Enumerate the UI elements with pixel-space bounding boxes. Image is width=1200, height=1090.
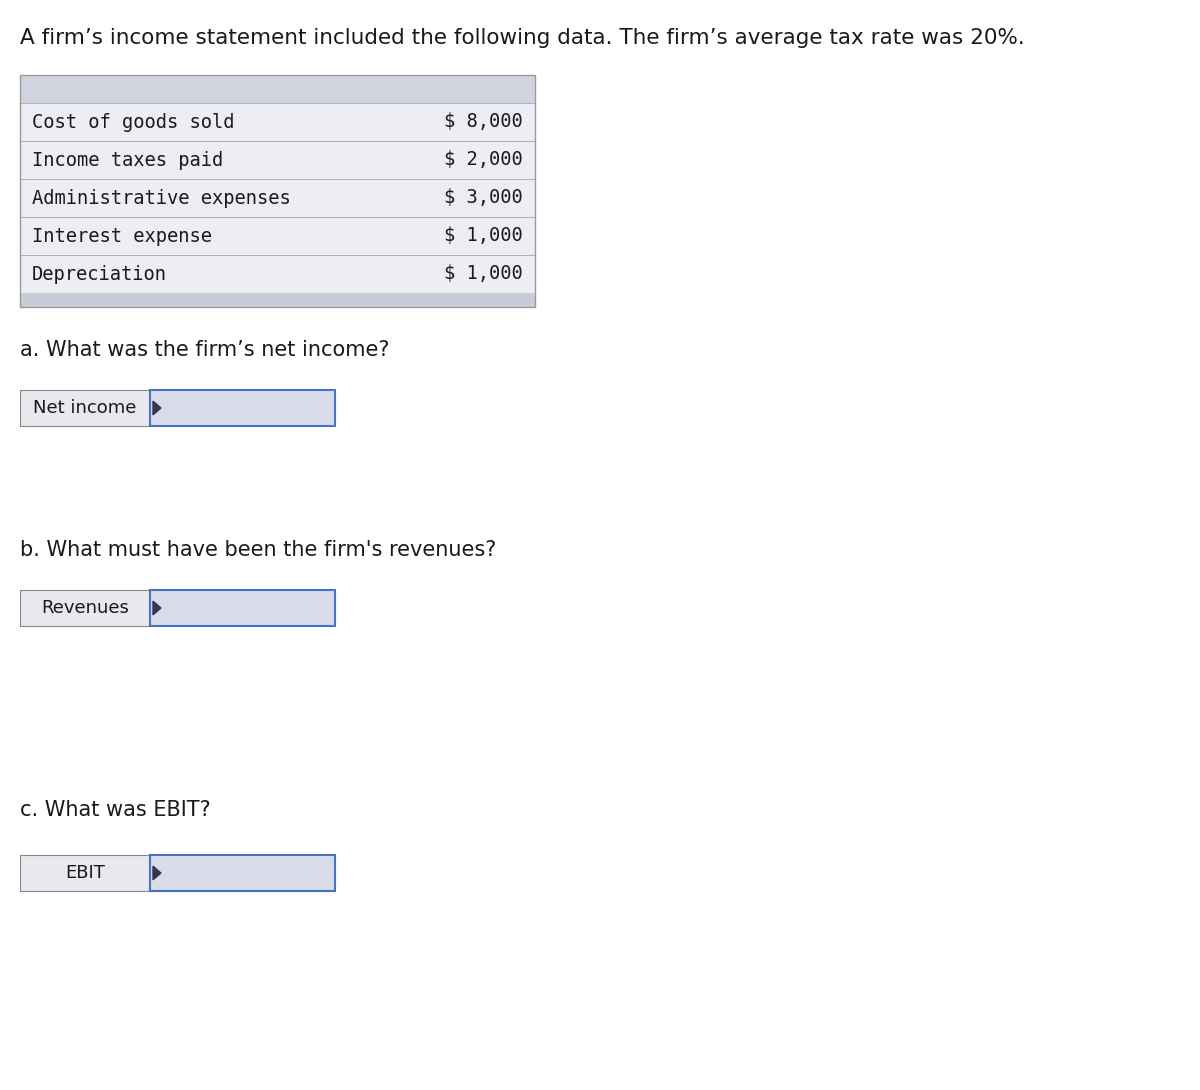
Text: Cost of goods sold: Cost of goods sold	[32, 112, 234, 132]
Text: $ 3,000: $ 3,000	[444, 189, 523, 207]
Text: A firm’s income statement included the following data. The firm’s average tax ra: A firm’s income statement included the f…	[20, 28, 1025, 48]
Text: Depreciation: Depreciation	[32, 265, 167, 283]
Bar	[20, 390, 150, 426]
Polygon shape	[154, 602, 161, 615]
Polygon shape	[154, 867, 161, 880]
Bar	[150, 390, 335, 426]
Text: $ 8,000: $ 8,000	[444, 112, 523, 132]
Polygon shape	[154, 401, 161, 415]
Text: Revenues: Revenues	[41, 600, 128, 617]
Bar	[20, 141, 535, 179]
Text: $ 2,000: $ 2,000	[444, 150, 523, 170]
Text: $ 1,000: $ 1,000	[444, 227, 523, 245]
Bar	[20, 179, 535, 217]
Bar	[20, 855, 150, 891]
Text: EBIT: EBIT	[65, 864, 104, 882]
Bar	[20, 217, 535, 255]
Text: a. What was the firm’s net income?: a. What was the firm’s net income?	[20, 340, 390, 360]
Bar	[20, 75, 535, 102]
Bar	[20, 75, 535, 307]
Bar	[20, 293, 535, 307]
Bar	[20, 590, 150, 626]
Text: Income taxes paid: Income taxes paid	[32, 150, 223, 170]
Bar	[20, 102, 535, 141]
Text: Interest expense: Interest expense	[32, 227, 212, 245]
Bar	[150, 590, 335, 626]
Bar	[20, 255, 535, 293]
Text: b. What must have been the firm's revenues?: b. What must have been the firm's revenu…	[20, 540, 497, 560]
Text: $ 1,000: $ 1,000	[444, 265, 523, 283]
Bar	[150, 855, 335, 891]
Text: Administrative expenses: Administrative expenses	[32, 189, 290, 207]
Text: Net income: Net income	[34, 399, 137, 417]
Text: c. What was EBIT?: c. What was EBIT?	[20, 800, 211, 820]
